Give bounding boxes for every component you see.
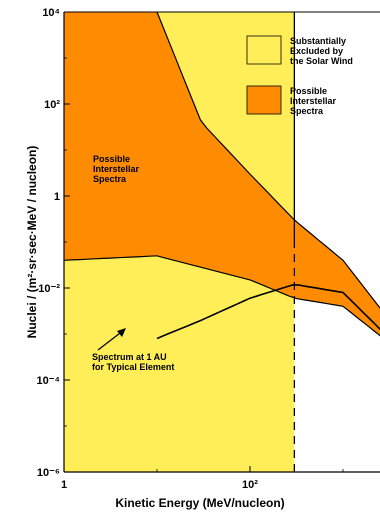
legend-swatch [246, 35, 282, 65]
x-axis-label: Kinetic Energy (MeV/nucleon) [115, 496, 284, 510]
chart-labels: Kinetic Energy (MeV/nucleon) Nuclei / (m²… [25, 146, 285, 510]
annotation-spectrum-1au: Spectrum at 1 AU [92, 352, 167, 362]
y-tick-label: 10² [44, 99, 60, 111]
legend-swatch [246, 85, 282, 115]
annotation-interstellar: Interstellar [93, 164, 140, 174]
annotation-interstellar: Spectra [93, 174, 127, 184]
chart-lines [63, 11, 380, 472]
legend-label: Interstellar [290, 96, 337, 106]
y-tick-label: 10⁻² [38, 283, 60, 295]
series-spectrum-1au [156, 283, 380, 340]
y-axis-label: Nuclei / (m²·sr·sec·MeV / nucleon) [25, 146, 39, 339]
interstellar-band [64, 12, 380, 336]
y-tick-label: 10⁻⁶ [37, 467, 60, 479]
annotation-interstellar: Possible [93, 154, 130, 164]
annotation-spectrum-1au: for Typical Element [92, 362, 174, 372]
annotation-arrowhead [117, 328, 126, 337]
legend-label: Substantially [290, 36, 346, 46]
y-tick-label: 10⁻⁴ [37, 375, 60, 387]
legend-label: Possible [290, 86, 327, 96]
legend-label: Excluded by [290, 46, 343, 56]
y-tick-label: 1 [54, 191, 60, 203]
x-tick-label: 10² [242, 479, 258, 491]
chart-regions [64, 12, 380, 472]
legend-label: the Solar Wind [290, 56, 353, 66]
band-upper-curve [156, 11, 380, 309]
band-lower-curve [63, 255, 380, 337]
y-tick-label: 10⁴ [42, 7, 60, 19]
x-tick-label: 1 [61, 479, 67, 491]
legend-label: Spectra [290, 106, 324, 116]
